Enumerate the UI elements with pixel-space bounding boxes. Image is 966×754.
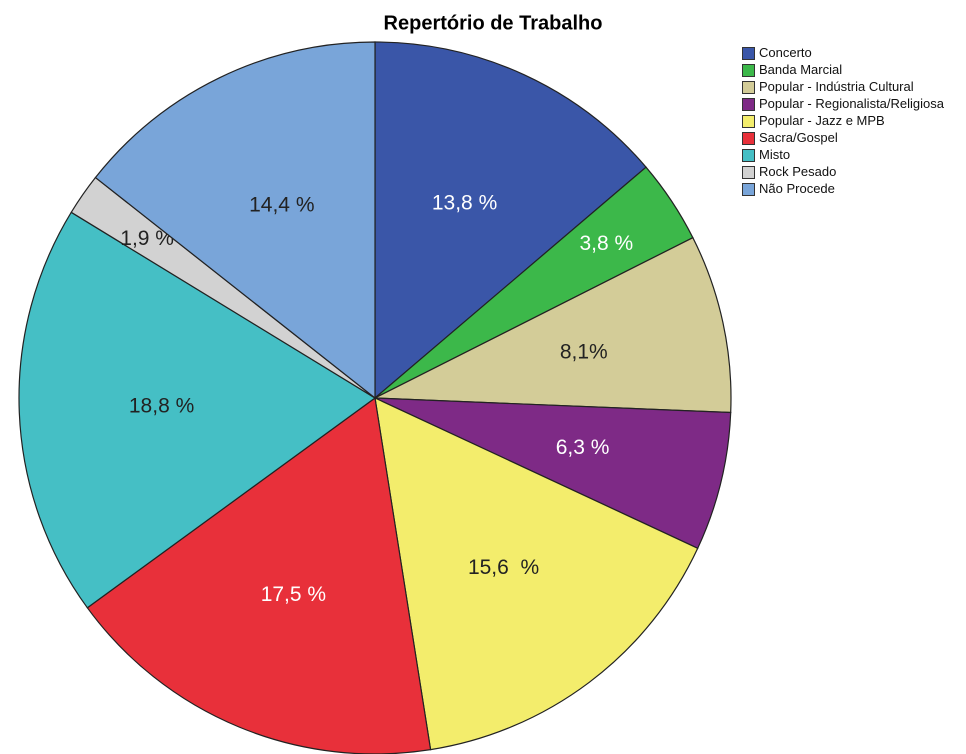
legend-item: Misto bbox=[742, 148, 964, 162]
legend-swatch bbox=[742, 166, 755, 179]
legend-item: Concerto bbox=[742, 46, 964, 60]
legend-swatch bbox=[742, 183, 755, 196]
legend-label: Concerto bbox=[759, 45, 812, 60]
legend-label: Misto bbox=[759, 147, 791, 162]
data-label: 14,4 % bbox=[249, 193, 314, 216]
pie-slice bbox=[374, 41, 647, 400]
data-label: 18,8 % bbox=[129, 394, 194, 417]
pie-slice bbox=[374, 397, 732, 550]
legend-item: Sacra/Gospel bbox=[742, 131, 964, 145]
legend-label: Popular - Regionalista/Religiosa bbox=[759, 96, 944, 111]
legend-swatch bbox=[742, 115, 755, 128]
legend-item: Popular - Indústria Cultural bbox=[742, 80, 964, 94]
pie-slice bbox=[372, 236, 732, 414]
pie-slice bbox=[374, 396, 699, 751]
legend: Concerto Banda Marcial Popular - Indústria… bbox=[742, 46, 964, 199]
data-label: 1,9 % bbox=[120, 227, 174, 250]
legend-label: Banda Marcial bbox=[759, 62, 843, 77]
legend-swatch bbox=[742, 98, 755, 111]
pie-slice bbox=[18, 211, 377, 609]
legend-label: Sacra/Gospel bbox=[759, 130, 838, 145]
legend-swatch bbox=[742, 149, 755, 162]
legend-swatch bbox=[742, 81, 755, 94]
legend-label: Popular - Jazz e MPB bbox=[759, 113, 885, 128]
data-label: 8,1% bbox=[560, 340, 608, 363]
legend-item: Banda Marcial bbox=[742, 63, 964, 77]
legend-item: Rock Pesado bbox=[742, 165, 964, 179]
legend-swatch bbox=[742, 47, 755, 60]
legend-item: Popular - Jazz e MPB bbox=[742, 114, 964, 128]
legend-label: Não Procede bbox=[759, 181, 835, 196]
legend-swatch bbox=[742, 132, 755, 145]
data-label: 15,6 % bbox=[468, 556, 539, 579]
legend-item: Popular - Regionalista/Religiosa bbox=[742, 97, 964, 111]
chart-title: Repertório de Trabalho bbox=[384, 12, 603, 34]
legend-label: Popular - Indústria Cultural bbox=[759, 79, 914, 94]
pie-slice bbox=[94, 41, 376, 400]
data-label: 3,8 % bbox=[579, 232, 633, 255]
legend-label: Rock Pesado bbox=[759, 164, 837, 179]
data-label: 17,5 % bbox=[261, 583, 326, 606]
legend-item: Não Procede bbox=[742, 182, 964, 196]
legend-swatch bbox=[742, 64, 755, 77]
data-label: 6,3 % bbox=[556, 436, 610, 459]
data-label: 13,8 % bbox=[432, 192, 497, 215]
